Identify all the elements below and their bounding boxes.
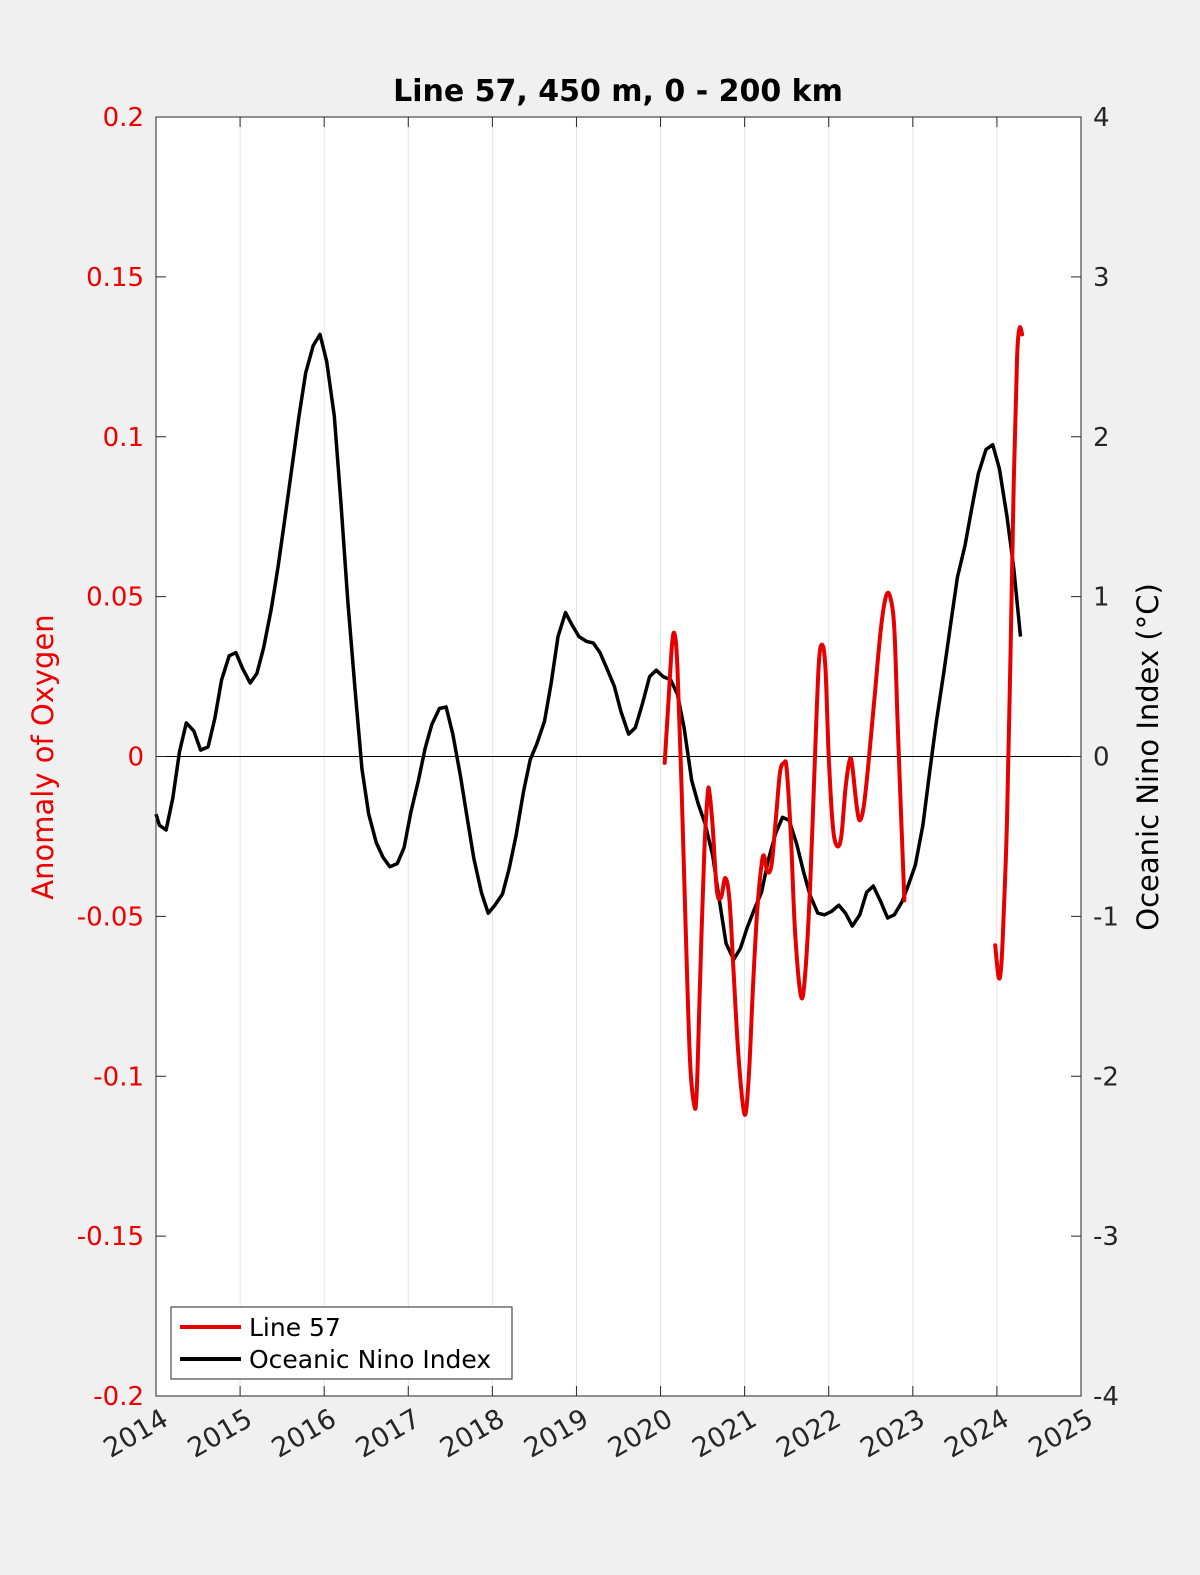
series-layer	[154, 325, 1025, 1117]
x-tick-label: 2021	[687, 1403, 762, 1464]
x-tick-label: 2016	[267, 1403, 342, 1464]
y-axis-left: 0.2 0.15 0.1 0.05 0 -0.05 -0.1 -0.15 -0.2	[77, 103, 166, 1412]
x-tick-label: 2023	[855, 1403, 930, 1464]
y-left-tick-label: -0.15	[77, 1222, 144, 1252]
y-left-tick-label: 0.2	[103, 103, 144, 133]
y-axis-left-label: Anomaly of Oxygen	[26, 614, 60, 899]
x-tick-label: 2025	[1023, 1403, 1098, 1464]
series-line-57-segment-1	[662, 590, 907, 1117]
legend: Line 57 Oceanic Nino Index	[170, 1306, 513, 1380]
y-left-tick-label: -0.1	[93, 1062, 144, 1092]
y-right-tick-label: 4	[1093, 103, 1110, 133]
y-left-tick-label: 0.05	[86, 583, 144, 613]
x-tick-label: 2017	[351, 1403, 426, 1464]
legend-label-oni: Oceanic Nino Index	[249, 1345, 491, 1374]
y-right-tick-label: 1	[1093, 583, 1110, 613]
x-tick-label: 2019	[519, 1403, 594, 1464]
y-left-tick-label: 0	[127, 743, 144, 773]
x-tick-label: 2020	[603, 1403, 678, 1464]
y-right-tick-label: -2	[1093, 1062, 1119, 1092]
series-line-57-segment-2	[993, 325, 1025, 981]
x-tick-label: 2022	[771, 1403, 846, 1464]
y-axis-right: 4 3 2 1 0 -1 -2 -3 -4	[1071, 103, 1119, 1412]
y-right-tick-label: 3	[1093, 263, 1110, 293]
y-right-tick-label: -3	[1093, 1222, 1119, 1252]
y-left-tick-label: 0.1	[103, 423, 144, 453]
y-axis-right-label: Oceanic Nino Index (°C)	[1131, 583, 1165, 931]
x-tick-label: 2014	[98, 1403, 173, 1464]
x-tick-label: 2015	[183, 1403, 258, 1464]
y-left-tick-label: 0.15	[86, 263, 144, 293]
legend-label-line57: Line 57	[249, 1313, 341, 1342]
y-left-tick-label: -0.05	[77, 902, 144, 932]
y-left-tick-label: -0.2	[93, 1382, 144, 1412]
series-oceanic-nino-index	[154, 332, 1023, 962]
legend-box	[170, 1306, 513, 1380]
y-right-tick-label: -4	[1093, 1382, 1119, 1412]
chart-title: Line 57, 450 m, 0 - 200 km	[393, 74, 843, 109]
y-right-tick-label: 0	[1093, 743, 1110, 773]
x-tick-label: 2024	[939, 1403, 1014, 1464]
y-right-tick-label: -1	[1093, 902, 1119, 932]
y-right-tick-label: 2	[1093, 423, 1110, 453]
x-tick-label: 2018	[435, 1403, 510, 1464]
